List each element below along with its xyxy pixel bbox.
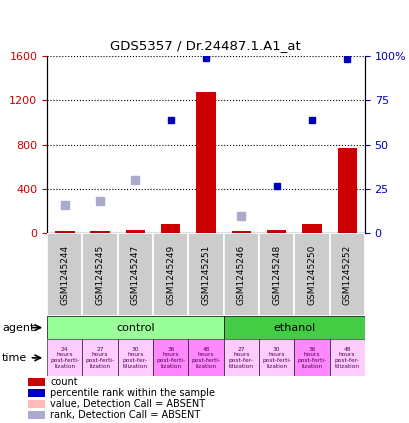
Bar (258, 233, 294, 316)
Bar (28, 411, 45, 419)
Text: 24
hours
post-ferti-
lization: 24 hours post-ferti- lization (50, 347, 79, 369)
Bar (47, 233, 82, 316)
Bar (188, 233, 223, 316)
Text: 48
hours
post-ferti-
lization: 48 hours post-ferti- lization (191, 347, 220, 369)
Bar (223, 316, 364, 339)
Text: 30
hours
post-fer-
tilization: 30 hours post-fer- tilization (123, 347, 148, 369)
Bar (294, 233, 329, 316)
Bar (82, 233, 117, 316)
Text: GDS5357 / Dr.24487.1.A1_at: GDS5357 / Dr.24487.1.A1_at (109, 38, 300, 52)
Bar (223, 233, 258, 316)
Text: GSM1245250: GSM1245250 (307, 244, 316, 305)
Text: 48
hours
post-fer-
tilization: 48 hours post-fer- tilization (334, 347, 359, 369)
Bar (329, 339, 364, 376)
Bar (153, 233, 188, 316)
Bar (90, 231, 110, 233)
Bar (82, 339, 117, 376)
Bar (294, 339, 329, 376)
Text: GSM1245247: GSM1245247 (130, 244, 139, 305)
Text: ethanol: ethanol (272, 323, 315, 332)
Text: agent: agent (2, 323, 34, 332)
Bar (329, 233, 364, 316)
Bar (126, 230, 145, 233)
Bar (161, 223, 180, 233)
Bar (47, 339, 82, 376)
Text: 36
hours
post-ferti-
lization: 36 hours post-ferti- lization (156, 347, 185, 369)
Bar (188, 339, 223, 376)
Bar (258, 339, 294, 376)
Text: control: control (116, 323, 154, 332)
Bar (55, 231, 74, 233)
Text: 27
hours
post-ferti-
lization: 27 hours post-ferti- lization (85, 347, 115, 369)
Bar (337, 148, 356, 233)
Bar (301, 223, 321, 233)
Text: GSM1245249: GSM1245249 (166, 244, 175, 305)
Text: 27
hours
post-fer-
tilization: 27 hours post-fer- tilization (228, 347, 253, 369)
Text: GSM1245248: GSM1245248 (272, 244, 281, 305)
Text: rank, Detection Call = ABSENT: rank, Detection Call = ABSENT (50, 410, 200, 420)
Bar (117, 339, 153, 376)
Bar (28, 400, 45, 408)
Text: percentile rank within the sample: percentile rank within the sample (50, 388, 215, 398)
Bar (231, 231, 250, 233)
Text: 30
hours
post-ferti-
lization: 30 hours post-ferti- lization (261, 347, 290, 369)
Bar (266, 230, 285, 233)
Text: value, Detection Call = ABSENT: value, Detection Call = ABSENT (50, 399, 205, 409)
Text: GSM1245244: GSM1245244 (60, 244, 69, 305)
Text: time: time (2, 353, 27, 363)
Bar (196, 93, 215, 233)
Bar (117, 233, 153, 316)
Bar (47, 316, 223, 339)
Text: 36
hours
post-ferti-
lization: 36 hours post-ferti- lization (297, 347, 326, 369)
Text: GSM1245252: GSM1245252 (342, 244, 351, 305)
Bar (153, 339, 188, 376)
Text: count: count (50, 377, 78, 387)
Text: GSM1245245: GSM1245245 (95, 244, 104, 305)
Bar (28, 389, 45, 397)
Text: GSM1245251: GSM1245251 (201, 244, 210, 305)
Bar (28, 378, 45, 386)
Bar (223, 339, 258, 376)
Text: GSM1245246: GSM1245246 (236, 244, 245, 305)
